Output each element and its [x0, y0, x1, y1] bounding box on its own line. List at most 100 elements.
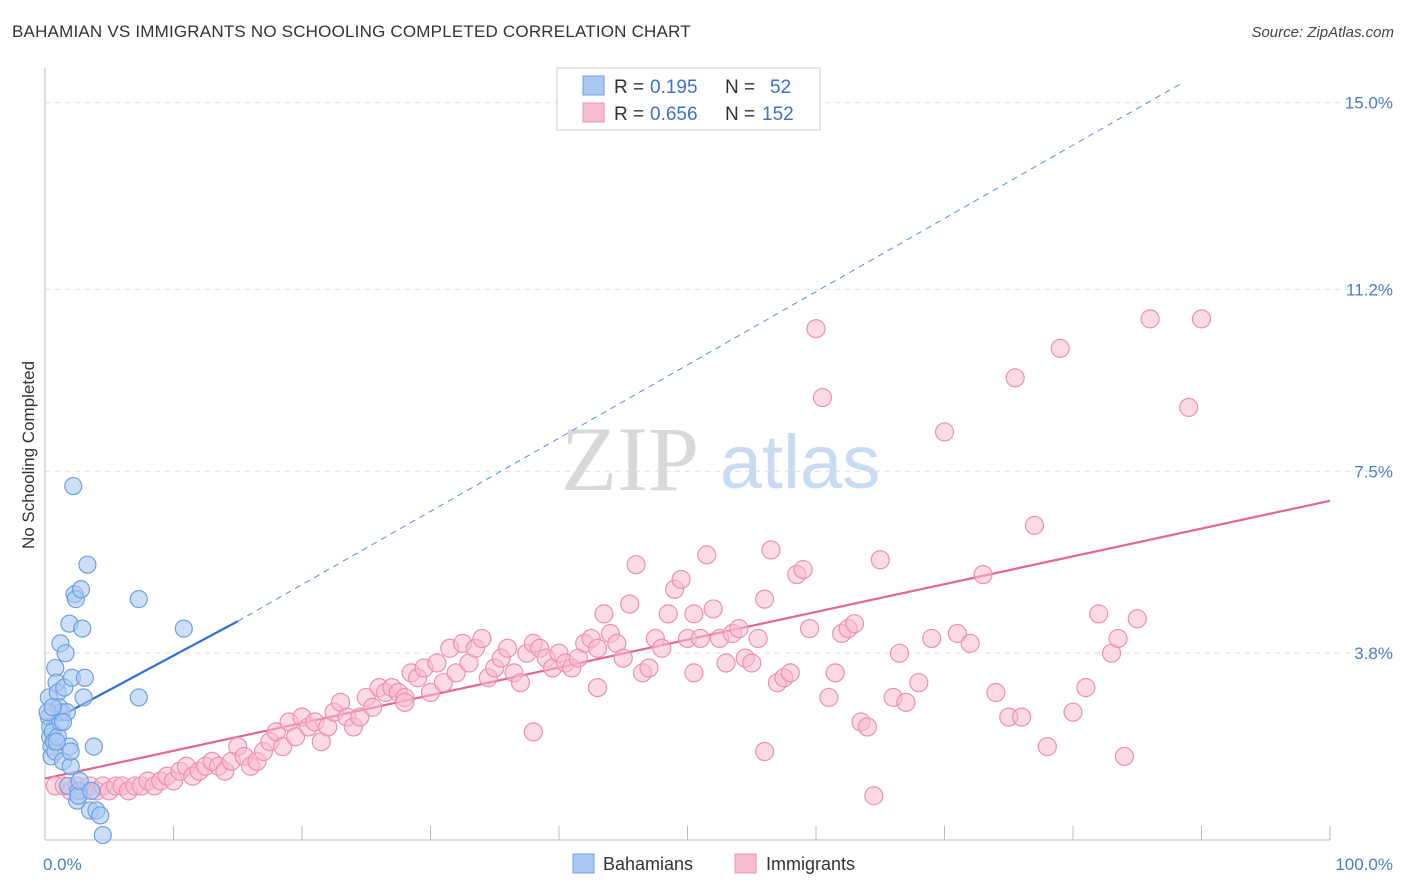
immigrants-point — [922, 628, 942, 649]
stats-legend: R = 0.195 N = 52 R = 0.656 N = 152 — [556, 67, 821, 131]
immigrants-point — [748, 628, 768, 649]
immigrants-point — [1037, 736, 1057, 757]
bahamians-point — [56, 644, 75, 663]
immigrants-point — [1005, 368, 1025, 388]
immigrants-point — [395, 692, 415, 712]
immigrants-point — [1063, 702, 1083, 722]
immigrants-point — [1076, 677, 1096, 698]
immigrants-point — [594, 604, 614, 624]
stats-n-value: 152 — [762, 104, 794, 125]
immigrants-point — [986, 682, 1006, 703]
watermark: ZIP atlas — [561, 408, 880, 510]
bahamians-point — [93, 825, 112, 845]
immigrants-point — [639, 658, 659, 678]
immigrants-point — [729, 619, 749, 639]
immigrants-point — [684, 663, 704, 683]
bahamians-point — [73, 619, 92, 638]
stats-r-value: 0.656 — [650, 104, 698, 125]
immigrants-point — [947, 623, 967, 644]
bahamians-point — [64, 476, 83, 496]
y-axis-label: No Schooling Completed — [19, 361, 38, 549]
immigrants-point — [799, 619, 820, 639]
immigrants-point — [934, 422, 955, 442]
immigrants-point — [626, 555, 646, 575]
x-tick-label: 100.0% — [1335, 855, 1393, 874]
immigrants-point — [1108, 628, 1128, 649]
bahamians-point — [61, 742, 80, 761]
bahamians-point — [129, 590, 148, 609]
stats-r-label: R = — [614, 104, 644, 125]
immigrants-point — [909, 673, 929, 693]
immigrants-point — [587, 677, 608, 698]
immigrants-point — [652, 638, 672, 658]
bahamians-point — [82, 781, 101, 800]
bahamians-point — [53, 712, 73, 732]
immigrants-point — [754, 589, 775, 609]
stats-r-label: R = — [614, 77, 644, 98]
immigrants-point — [870, 550, 890, 570]
immigrants-point — [819, 687, 839, 708]
bahamians-point — [75, 668, 94, 687]
immigrants-point — [420, 682, 441, 703]
immigrants-point — [889, 643, 910, 663]
stats-n-value: 52 — [770, 77, 791, 98]
immigrants-point — [1191, 309, 1212, 329]
immigrants-point — [1024, 515, 1045, 535]
bahamians-trend-extension — [237, 82, 1183, 622]
immigrants-point — [1089, 604, 1109, 624]
y-tick-label: 7.5% — [1354, 462, 1393, 481]
immigrants-point — [587, 638, 608, 658]
series-legend: Bahamians Immigrants — [572, 853, 855, 874]
bahamians-point — [74, 688, 93, 707]
bahamians-point — [78, 555, 97, 574]
immigrants-point — [754, 741, 775, 762]
immigrants-point — [825, 663, 845, 683]
y-tick-label: 15.0% — [1345, 94, 1393, 113]
stats-swatch-immigrants — [582, 102, 605, 123]
legend-swatch-immigrants — [734, 853, 757, 874]
immigrants-point — [620, 594, 640, 614]
immigrants-point — [761, 540, 781, 560]
bahamians-points — [38, 476, 193, 845]
immigrants-point — [273, 736, 293, 757]
immigrants-point — [1179, 397, 1199, 417]
gridlines — [45, 102, 1395, 654]
immigrants-point — [960, 633, 980, 653]
immigrants-point — [658, 604, 678, 624]
immigrants-points — [45, 309, 1212, 806]
immigrants-point — [285, 727, 306, 747]
immigrants-point — [510, 673, 531, 693]
watermark-zip: ZIP — [561, 408, 699, 510]
immigrants-point — [812, 387, 833, 408]
stats-n-label: N = — [725, 77, 755, 98]
immigrants-point — [780, 663, 800, 683]
bahamians-point — [84, 737, 103, 756]
bahamians-point — [70, 771, 89, 791]
immigrants-point — [864, 786, 884, 806]
immigrants-point — [472, 628, 492, 649]
bahamians-trend-line — [44, 620, 239, 726]
immigrants-point — [973, 564, 993, 585]
immigrants-point — [613, 648, 633, 668]
immigrants-point — [716, 653, 736, 673]
stats-r-value: 0.195 — [650, 77, 698, 98]
axis-ticks: 3.8% 7.5% 11.2% 15.0% 0.0% 100.0% — [43, 94, 1393, 874]
immigrants-point — [1127, 609, 1147, 629]
immigrants-point — [523, 722, 543, 742]
bahamians-point — [43, 698, 62, 717]
y-tick-label: 11.2% — [1346, 280, 1393, 299]
immigrants-point — [1050, 338, 1070, 358]
legend-label-immigrants: Immigrants — [766, 854, 855, 874]
immigrants-point — [350, 707, 370, 727]
bahamians-point — [47, 732, 66, 751]
immigrants-point — [697, 545, 717, 565]
bahamians-point — [91, 806, 110, 825]
stats-swatch-bahamians — [582, 75, 605, 96]
immigrants-point — [498, 638, 518, 658]
immigrants-point — [806, 319, 826, 339]
chart-title: BAHAMIAN VS IMMIGRANTS NO SCHOOLING COMP… — [12, 22, 691, 41]
watermark-atlas: atlas — [720, 420, 881, 505]
source-label: Source: ZipAtlas.com — [1251, 24, 1394, 41]
immigrants-point — [671, 569, 691, 590]
